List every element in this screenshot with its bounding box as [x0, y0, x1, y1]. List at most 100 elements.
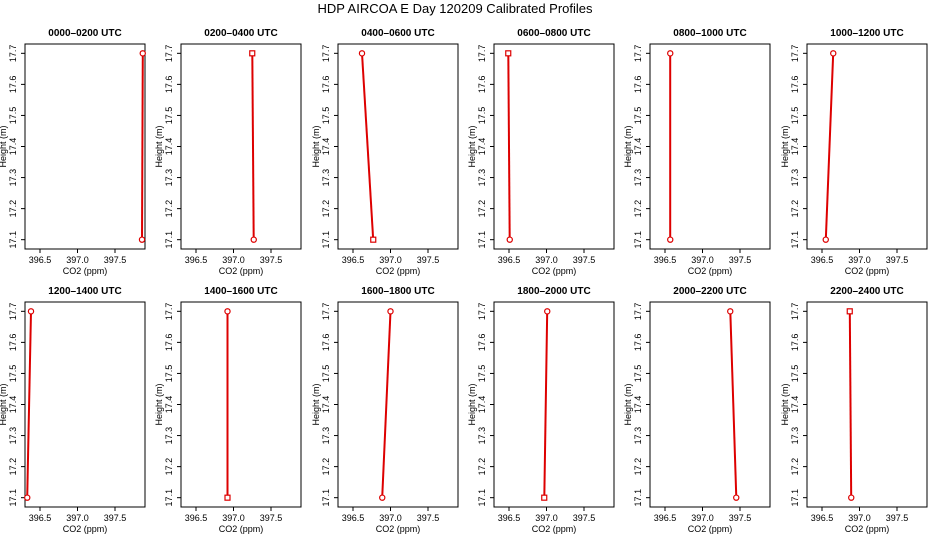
y-tick-label: 17.7 [633, 303, 643, 321]
y-tick-label: 17.7 [164, 45, 174, 63]
y-tick-label: 17.4 [790, 138, 800, 156]
panel-title: 2000–2200 UTC [673, 286, 746, 297]
x-tick-label: 397.5 [729, 255, 752, 265]
x-tick-label: 396.5 [342, 255, 365, 265]
y-tick-label: 17.1 [633, 231, 643, 249]
y-tick-label: 17.6 [790, 76, 800, 94]
y-tick-label: 17.1 [321, 231, 331, 249]
x-tick-label: 396.5 [811, 513, 834, 523]
x-tick-label: 397.5 [260, 513, 283, 523]
x-axis-label: CO2 (ppm) [688, 524, 733, 534]
y-tick-label: 17.6 [633, 334, 643, 352]
profile-line [361, 53, 375, 240]
x-tick-label: 396.5 [654, 255, 677, 265]
panel-title: 0000–0200 UTC [48, 28, 121, 39]
x-tick-label: 397.0 [691, 255, 714, 265]
x-tick-label: 396.5 [185, 513, 208, 523]
y-tick-label: 17.2 [790, 458, 800, 476]
plot-frame [493, 43, 615, 250]
x-tick-label: 397.5 [104, 255, 127, 265]
x-tick-label: 397.0 [222, 255, 245, 265]
y-tick-label: 17.4 [321, 138, 331, 156]
y-axis-label: Height (m) [154, 383, 164, 425]
data-point-circle [830, 50, 837, 57]
plot-frame [180, 301, 302, 508]
y-axis-label: Height (m) [154, 125, 164, 167]
profile-panel: 0400–0600 UTC 396.5 397.0 397.5 17.1 17.2 17.3… [311, 28, 459, 276]
x-tick-label: 397.5 [104, 513, 127, 523]
y-tick-label: 17.6 [790, 334, 800, 352]
x-tick-label: 397.0 [66, 255, 89, 265]
x-tick-label: 397.0 [691, 513, 714, 523]
panel-title: 0400–0600 UTC [361, 28, 434, 39]
y-tick-label: 17.2 [8, 458, 18, 476]
x-tick-label: 397.0 [535, 513, 558, 523]
y-tick-label: 17.3 [321, 169, 331, 187]
panel-title: 1200–1400 UTC [48, 286, 121, 297]
x-tick-label: 397.0 [379, 513, 402, 523]
x-axis-label: CO2 (ppm) [532, 524, 577, 534]
panel-title: 1600–1800 UTC [361, 286, 434, 297]
plot-frame [337, 43, 459, 250]
profile-panel: 1200–1400 UTC 396.5 397.0 397.5 17.1 17.2 17.3… [0, 286, 146, 534]
y-tick-label: 17.6 [321, 76, 331, 94]
y-tick-label: 17.4 [477, 396, 487, 414]
y-tick-label: 17.6 [321, 334, 331, 352]
y-tick-label: 17.6 [633, 76, 643, 94]
profile-line [543, 311, 549, 498]
profile-line [141, 53, 144, 240]
x-tick-label: 397.0 [848, 513, 871, 523]
y-tick-label: 17.7 [790, 303, 800, 321]
plot-frame [649, 301, 771, 508]
y-tick-label: 17.2 [633, 200, 643, 218]
data-point-square [846, 308, 853, 315]
y-tick-label: 17.4 [633, 396, 643, 414]
x-tick-label: 396.5 [185, 255, 208, 265]
y-tick-label: 17.5 [164, 107, 174, 125]
y-tick-label: 17.7 [477, 303, 487, 321]
plot-frame [337, 301, 459, 508]
x-tick-label: 397.5 [573, 255, 596, 265]
data-point-circle [138, 236, 146, 243]
x-tick-label: 396.5 [342, 513, 365, 523]
y-tick-label: 17.7 [321, 45, 331, 63]
x-tick-label: 397.5 [886, 513, 909, 523]
data-point-circle [544, 308, 551, 315]
data-point-circle [139, 50, 146, 57]
plot-frame [806, 301, 928, 508]
plot-frame [24, 301, 146, 508]
y-axis-label: Height (m) [623, 125, 633, 167]
data-point-square [249, 50, 256, 57]
panel-title: 0600–0800 UTC [517, 28, 590, 39]
profile-line [848, 311, 853, 498]
y-tick-label: 17.7 [790, 45, 800, 63]
y-tick-label: 17.5 [321, 107, 331, 125]
y-axis-label: Height (m) [311, 383, 321, 425]
y-tick-label: 17.5 [164, 365, 174, 383]
x-tick-label: 397.5 [260, 255, 283, 265]
plot-frame [180, 43, 302, 250]
panel-title: 1000–1200 UTC [830, 28, 903, 39]
x-axis-label: CO2 (ppm) [63, 266, 108, 276]
y-tick-label: 17.3 [164, 427, 174, 445]
data-point-circle [822, 236, 829, 243]
data-point-circle [379, 494, 386, 501]
y-tick-label: 17.3 [477, 169, 487, 187]
y-tick-label: 17.4 [8, 138, 18, 156]
y-tick-label: 17.2 [164, 200, 174, 218]
data-point-circle [250, 236, 257, 243]
x-axis-label: CO2 (ppm) [376, 524, 421, 534]
x-axis-label: CO2 (ppm) [63, 524, 108, 534]
data-point-circle [733, 494, 740, 501]
x-tick-label: 397.0 [535, 255, 558, 265]
y-tick-label: 17.4 [164, 138, 174, 156]
y-tick-label: 17.3 [8, 169, 18, 187]
data-point-square [370, 236, 377, 243]
profile-panel: 1600–1800 UTC 396.5 397.0 397.5 17.1 17.2 17.3… [311, 286, 459, 534]
data-point-square [224, 494, 231, 501]
y-tick-label: 17.3 [633, 427, 643, 445]
profile-panel: 0200–0400 UTC 396.5 397.0 397.5 17.1 17.2 17.3… [154, 28, 302, 276]
figure-title: HDP AIRCOA E Day 120209 Calibrated Profi… [317, 1, 593, 16]
data-point-square [541, 494, 548, 501]
